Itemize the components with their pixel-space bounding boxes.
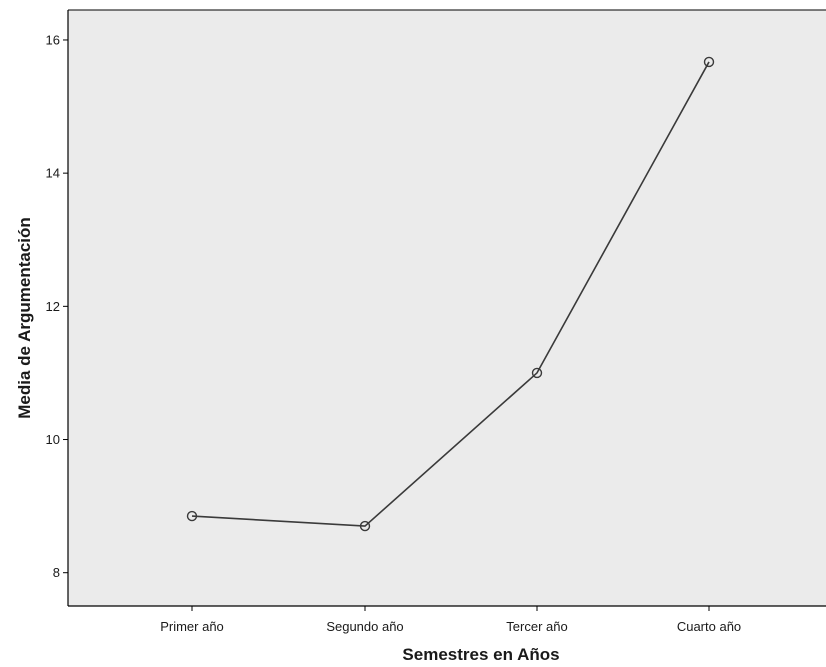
series-layer bbox=[186, 56, 715, 532]
y-axis-ticks: 8 10 12 14 16 bbox=[46, 32, 68, 580]
y-axis-title: Media de Argumentación bbox=[15, 217, 34, 419]
series-line bbox=[191, 61, 710, 527]
plot-area bbox=[68, 10, 826, 606]
x-tick-label: Segundo año bbox=[326, 619, 403, 634]
x-axis-title: Semestres en Años bbox=[402, 645, 559, 664]
x-tick-label: Primer año bbox=[160, 619, 224, 634]
x-tick-label: Cuarto año bbox=[677, 619, 741, 634]
data-point bbox=[531, 367, 543, 379]
y-tick-label: 10 bbox=[46, 432, 60, 447]
x-axis-ticks: Primer año Segundo año Tercer año Cuarto añ… bbox=[160, 606, 741, 634]
data-point bbox=[703, 56, 715, 68]
y-tick-label: 14 bbox=[46, 166, 60, 181]
data-point bbox=[359, 520, 371, 532]
x-tick-label: Tercer año bbox=[506, 619, 567, 634]
data-point bbox=[186, 510, 198, 522]
y-tick-label: 12 bbox=[46, 299, 60, 314]
y-tick-label: 16 bbox=[46, 32, 60, 47]
y-tick-label: 8 bbox=[53, 565, 60, 580]
